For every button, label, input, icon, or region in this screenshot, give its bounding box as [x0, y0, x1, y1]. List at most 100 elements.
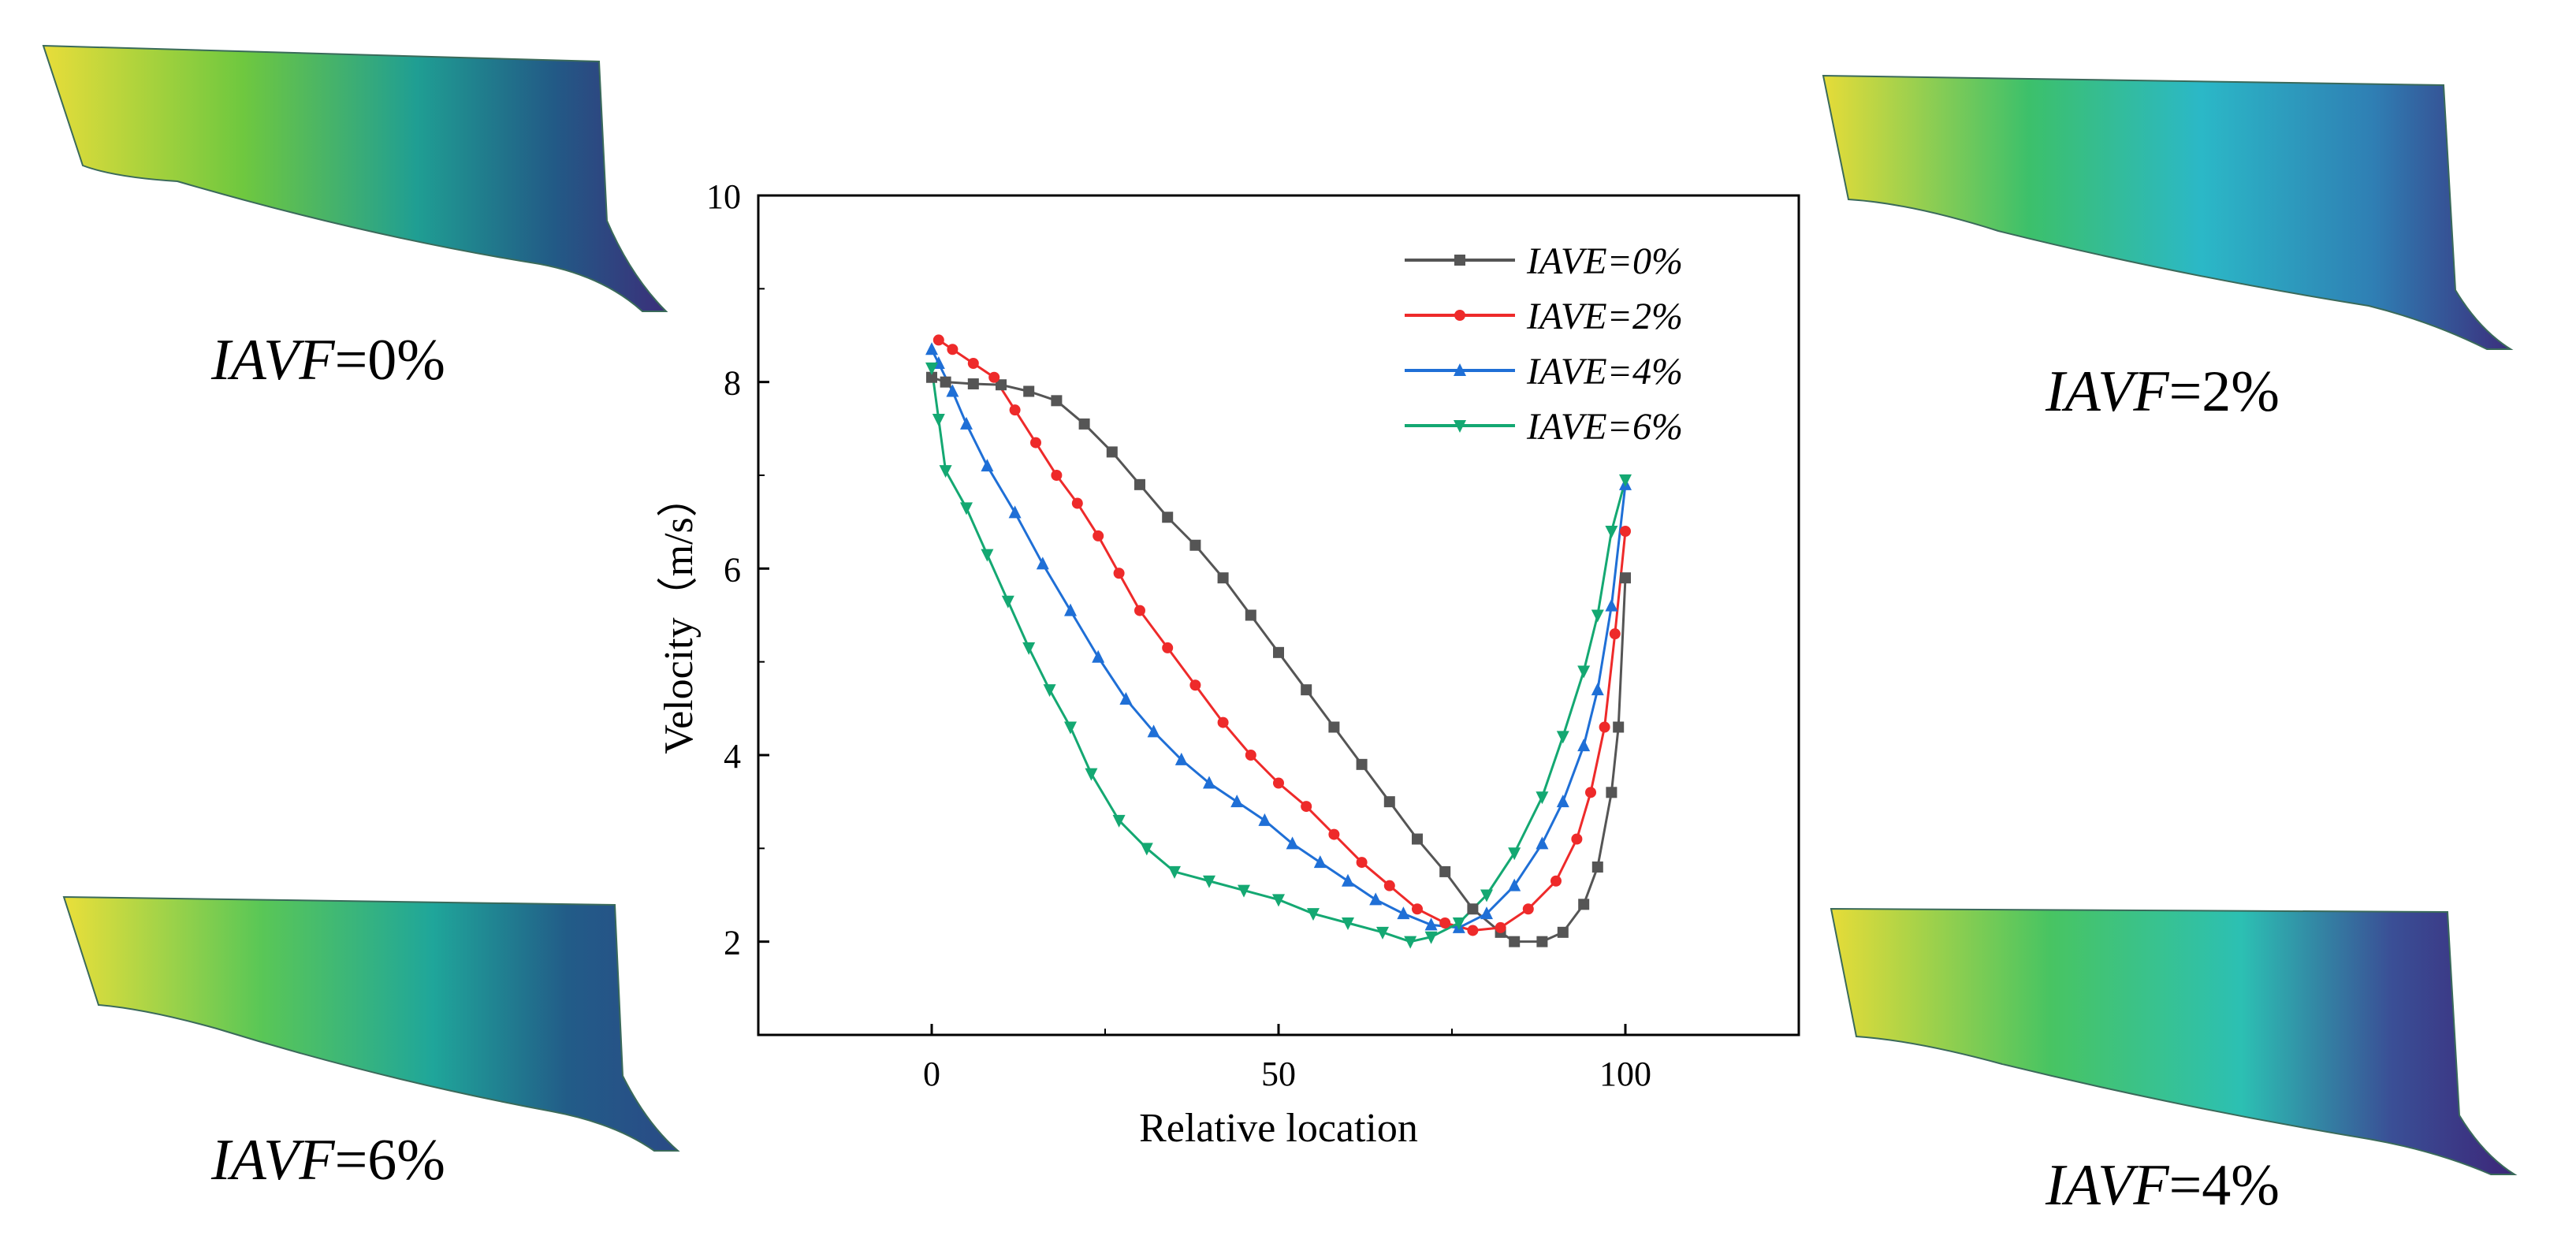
- data-point: [1606, 787, 1617, 798]
- data-point: [1189, 539, 1201, 551]
- series-line-2: [930, 348, 1627, 929]
- data-point: [1030, 437, 1041, 448]
- data-point: [1605, 598, 1618, 612]
- data-point: [1577, 739, 1591, 752]
- data-point: [1001, 595, 1014, 608]
- data-point: [1508, 847, 1521, 861]
- data-point: [1495, 926, 1506, 938]
- legend-marker: [1454, 255, 1465, 266]
- series-line-1: [937, 339, 1627, 932]
- chart-series-lines: [930, 339, 1627, 943]
- data-point: [1424, 917, 1438, 931]
- data-point: [1147, 724, 1160, 738]
- data-point: [1620, 572, 1631, 584]
- data-point: [1273, 777, 1284, 789]
- data-point: [960, 416, 973, 430]
- data-point: [1273, 646, 1284, 658]
- data-point: [1369, 892, 1383, 906]
- data-point: [1023, 385, 1035, 397]
- legend-marker: [1454, 363, 1466, 376]
- data-point: [1203, 875, 1215, 888]
- data-point: [1578, 899, 1590, 910]
- data-point: [1613, 721, 1625, 733]
- data-point: [1134, 605, 1145, 616]
- data-point: [1571, 833, 1583, 845]
- data-point: [1272, 894, 1285, 907]
- data-point: [1008, 505, 1022, 519]
- data-point: [1452, 920, 1465, 933]
- data-point: [1591, 609, 1604, 623]
- data-point: [1301, 801, 1312, 813]
- x-tick-label: 50: [1261, 1055, 1296, 1093]
- data-point: [1174, 752, 1188, 765]
- legend-marker: [1454, 420, 1466, 433]
- data-point: [1495, 921, 1506, 933]
- data-point: [1467, 903, 1479, 915]
- data-point: [926, 371, 937, 383]
- blade-iavf-6-image: [62, 895, 680, 1152]
- data-point: [1043, 684, 1056, 698]
- data-point: [1508, 878, 1521, 891]
- data-point: [1509, 936, 1521, 947]
- data-point: [996, 379, 1007, 391]
- data-point: [1022, 642, 1036, 655]
- data-point: [1217, 716, 1229, 728]
- x-tick-label: 100: [1599, 1055, 1651, 1093]
- data-point: [1342, 873, 1354, 887]
- data-point: [981, 549, 994, 562]
- data-point: [1356, 857, 1368, 869]
- data-point: [939, 465, 952, 478]
- data-point: [960, 502, 973, 515]
- data-point: [1286, 836, 1299, 850]
- data-point: [1619, 477, 1632, 490]
- data-point: [1591, 683, 1604, 696]
- blade-caption-iavf-6: IAVF=6%: [211, 1128, 445, 1193]
- data-point: [1412, 833, 1423, 845]
- data-point: [1556, 731, 1569, 744]
- data-point: [925, 362, 938, 375]
- data-point: [1397, 906, 1410, 920]
- data-point: [1071, 497, 1083, 509]
- data-point: [1064, 603, 1077, 616]
- data-point: [1258, 813, 1271, 826]
- data-point: [940, 376, 951, 388]
- blade-iavf-4-image: [1830, 907, 2518, 1175]
- data-point: [1036, 556, 1049, 570]
- data-point: [1480, 889, 1493, 902]
- data-point: [1328, 721, 1340, 733]
- blade-caption-iavf-2: IAVF=2%: [2046, 359, 2280, 424]
- data-point: [1245, 750, 1256, 761]
- data-point: [1342, 917, 1354, 930]
- data-point: [1230, 795, 1244, 808]
- data-point: [947, 344, 959, 355]
- data-point: [1162, 512, 1174, 523]
- blade-iavf-0-image: [42, 44, 668, 312]
- series-line-0: [931, 376, 1627, 943]
- data-point: [1313, 855, 1327, 869]
- data-point: [1328, 828, 1340, 840]
- data-point: [1404, 936, 1417, 949]
- data-point: [1356, 758, 1368, 770]
- data-point: [1577, 665, 1591, 679]
- data-point: [932, 414, 945, 426]
- data-point: [1480, 906, 1493, 920]
- data-point: [967, 358, 979, 369]
- data-point: [1245, 609, 1256, 621]
- series-line-3: [930, 367, 1627, 943]
- data-point: [1383, 796, 1395, 808]
- blade-caption-iavf-4: IAVF=4%: [2046, 1153, 2280, 1218]
- data-point: [1383, 880, 1395, 891]
- data-point: [1009, 404, 1021, 416]
- data-point: [1168, 865, 1181, 879]
- data-point: [1301, 684, 1312, 696]
- data-point: [1112, 814, 1126, 828]
- data-point: [1536, 836, 1549, 850]
- data-point: [1557, 926, 1569, 938]
- data-point: [1064, 721, 1077, 735]
- data-point: [1599, 721, 1610, 733]
- data-point: [1238, 884, 1250, 898]
- data-point: [1203, 776, 1215, 789]
- data-point: [1106, 446, 1118, 458]
- blade-iavf-2-image: [1822, 74, 2514, 350]
